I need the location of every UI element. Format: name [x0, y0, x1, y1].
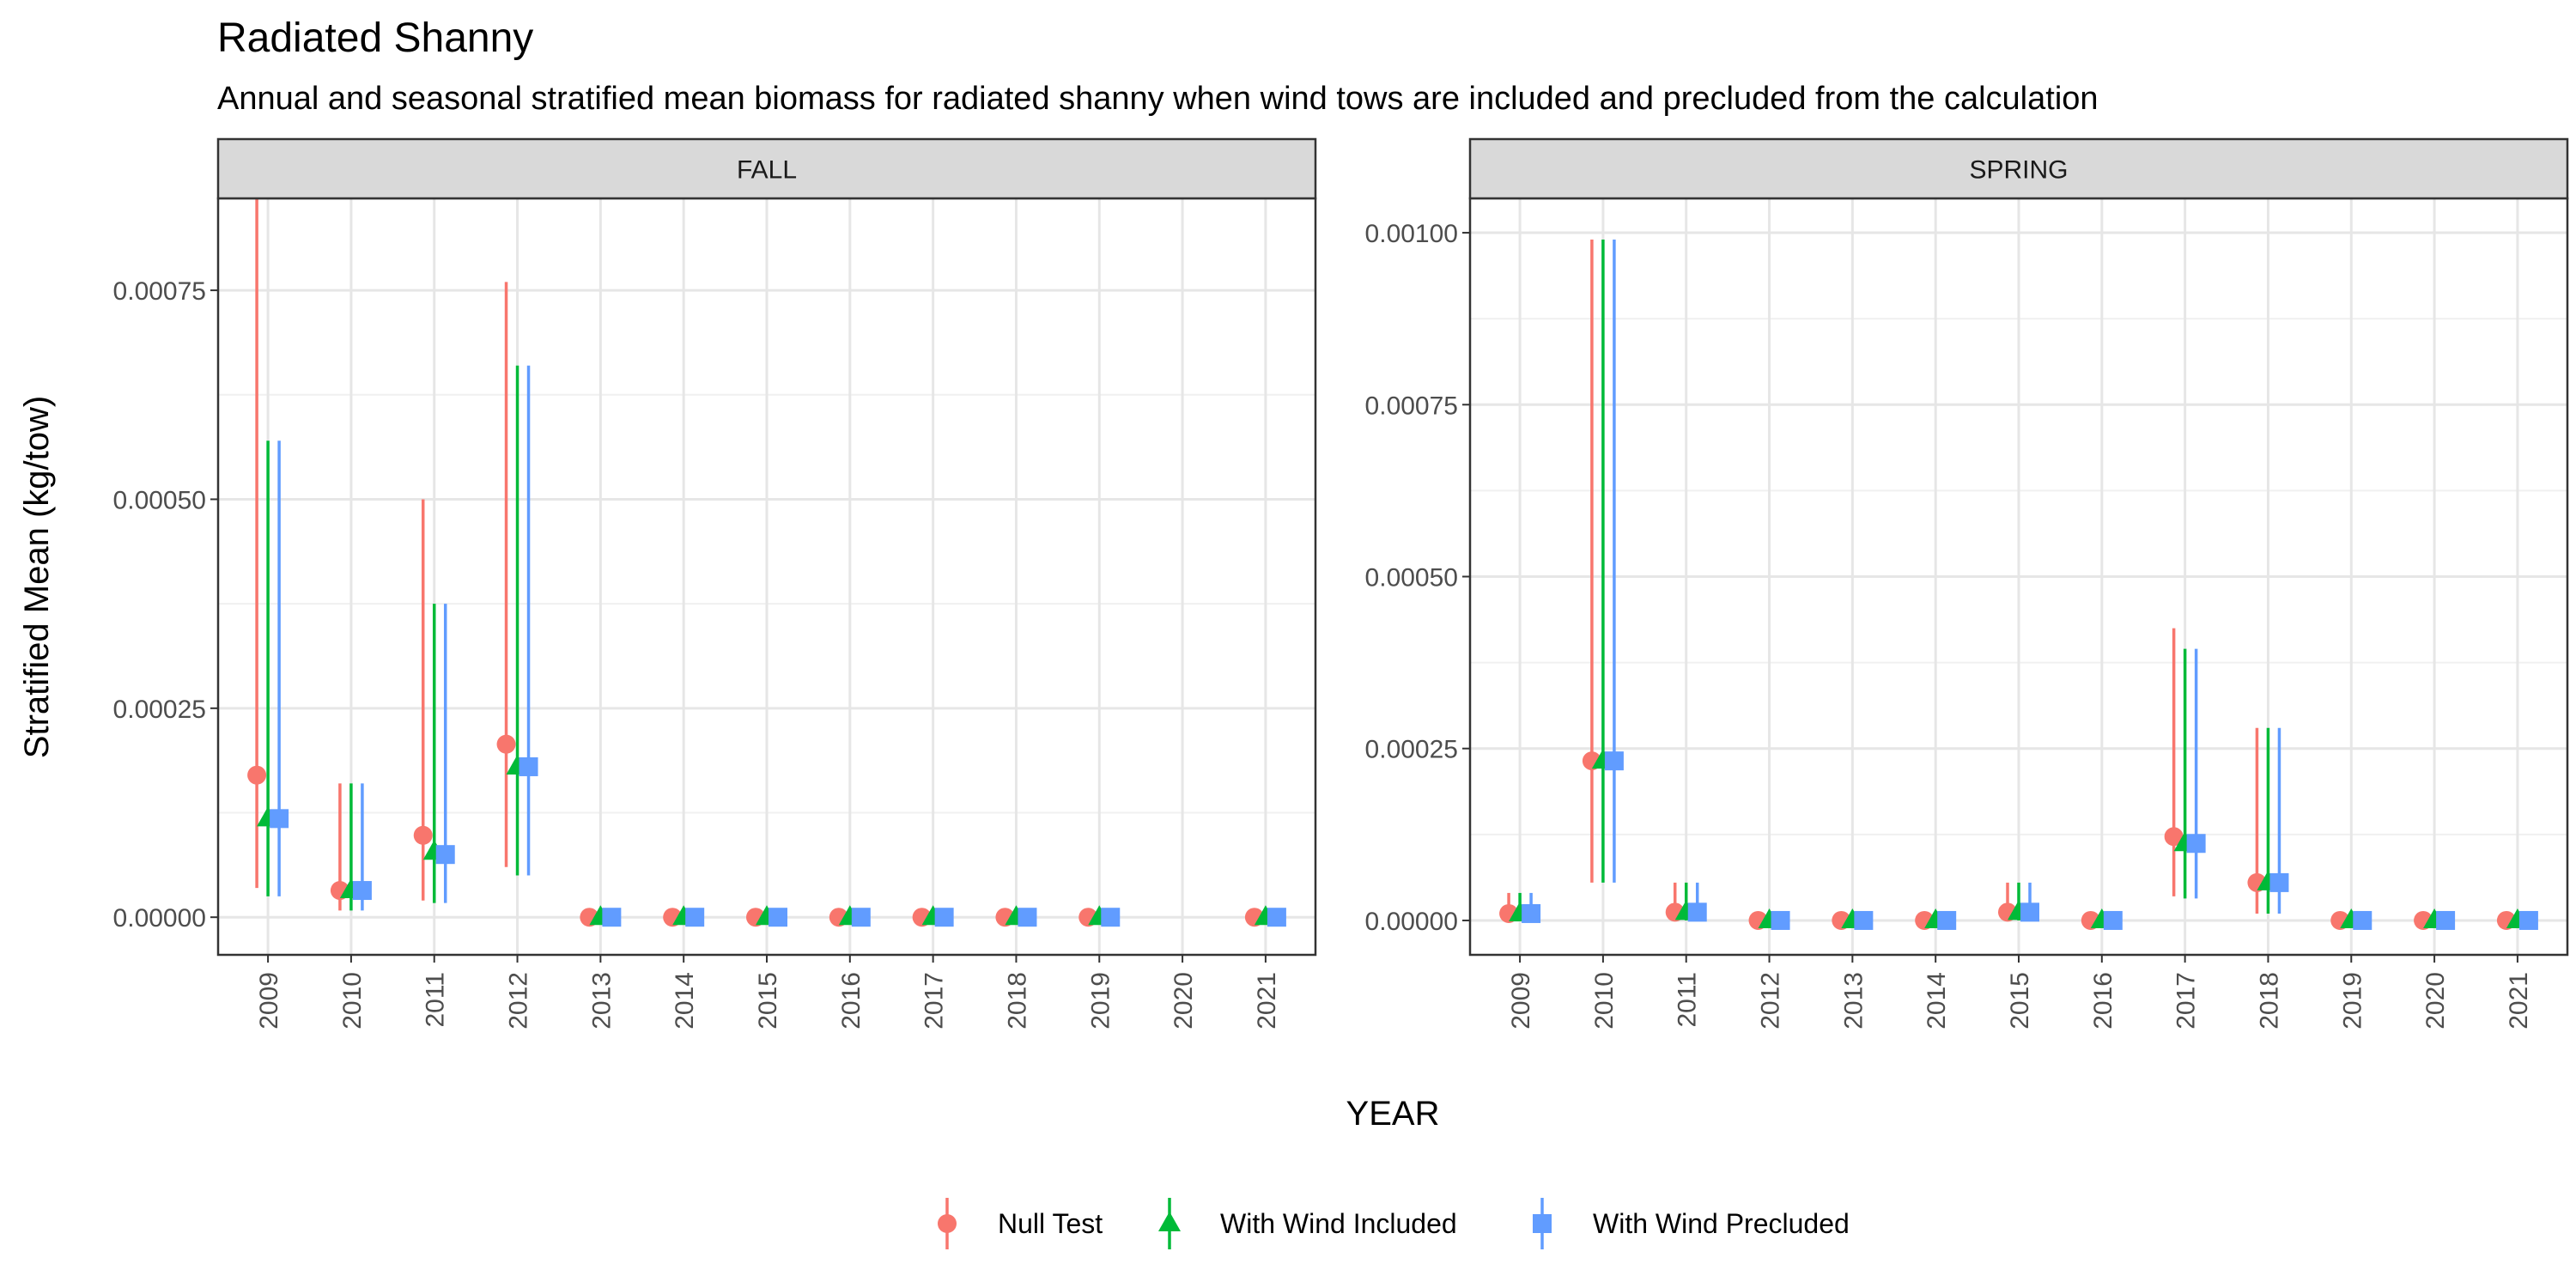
- data-point: [1687, 902, 1707, 922]
- tick-label-x: 2015: [2006, 972, 2034, 1030]
- data-point: [2518, 910, 2538, 930]
- tick-label-y: 0.00075: [1365, 392, 1458, 420]
- legend-label: Null Test: [998, 1208, 1103, 1239]
- tick-label-y: 0.00000: [1365, 908, 1458, 936]
- series-null-test: [247, 198, 1264, 927]
- data-point: [2436, 910, 2456, 930]
- facet-strip-label: SPRING: [1969, 156, 2068, 185]
- chart-subtitle: Annual and seasonal stratified mean biom…: [217, 81, 2099, 117]
- data-point: [1854, 910, 1874, 930]
- tick-label-x: 2018: [2255, 972, 2283, 1030]
- data-point: [519, 756, 538, 776]
- data-point: [769, 908, 787, 927]
- data-point: [1101, 908, 1121, 927]
- data-point: [247, 765, 267, 785]
- tick-label-x: 2010: [338, 972, 367, 1030]
- legend-key-marker: [1533, 1214, 1552, 1233]
- facet-strip-label: FALL: [737, 156, 797, 185]
- data-point: [602, 908, 622, 927]
- tick-label-x: 2020: [2421, 972, 2450, 1030]
- facet-spring: 0.00000 0.00025 0.00050 0.00075 0.00100 2009 2…: [1365, 137, 2569, 1030]
- data-point: [1522, 903, 1541, 923]
- tick-label-x: 2012: [1757, 972, 1785, 1030]
- data-point: [1937, 910, 1957, 930]
- tick-label-x: 2010: [1590, 972, 1619, 1030]
- tick-label-y: 0.00025: [113, 696, 206, 724]
- series-with-wind-precluded: [1522, 240, 2538, 930]
- tick-label-x: 2009: [1507, 972, 1535, 1030]
- tick-label-x: 2013: [1839, 972, 1868, 1030]
- data-point: [2269, 872, 2289, 892]
- data-point: [1771, 910, 1790, 930]
- tick-label-x: 2014: [671, 972, 699, 1030]
- data-point: [2353, 910, 2372, 930]
- tick-label-x: 2009: [255, 972, 283, 1030]
- series-with-wind-precluded: [270, 365, 1286, 927]
- legend-label: With Wind Included: [1220, 1208, 1457, 1239]
- legend-item-with-wind-precluded: With Wind Precluded: [1533, 1198, 1850, 1249]
- tick-label-y: 0.00050: [1365, 564, 1458, 592]
- tick-label-y: 0.00050: [113, 486, 206, 514]
- tick-label-x: 2021: [1253, 972, 1281, 1030]
- y-axis-title: Stratified Mean (kg/tow): [18, 396, 56, 758]
- data-point: [1018, 908, 1037, 927]
- tick-label-x: 2018: [1003, 972, 1031, 1030]
- tick-label-x: 2013: [587, 972, 616, 1030]
- tick-label-x: 2017: [920, 972, 949, 1030]
- tick-label-x: 2016: [837, 972, 866, 1030]
- data-point: [352, 881, 372, 901]
- tick-label-x: 2011: [1674, 972, 1702, 1028]
- tick-label-x: 2017: [2172, 972, 2201, 1030]
- tick-label-x: 2011: [422, 972, 450, 1028]
- tick-label-y: 0.00025: [1365, 736, 1458, 764]
- data-point: [851, 908, 871, 927]
- tick-label-y: 0.00000: [113, 904, 206, 933]
- facet-strip: [216, 137, 1317, 200]
- x-axis-title: YEAR: [1346, 1095, 1440, 1133]
- tick-label-x: 2021: [2505, 972, 2533, 1030]
- tick-label-x: 2014: [1923, 972, 1951, 1030]
- facet-panels: 0.00000 0.00025 0.00050 0.00075 2009 2010 2011…: [113, 137, 2569, 1030]
- data-point: [2164, 827, 2184, 847]
- data-point: [413, 825, 433, 845]
- data-point: [2103, 910, 2123, 930]
- tick-label-x: 2019: [1086, 972, 1115, 1030]
- legend-item-with-wind-included: With Wind Included: [1158, 1198, 1457, 1249]
- data-point: [2186, 834, 2206, 854]
- data-point: [685, 908, 705, 927]
- tick-label-y: 0.00100: [1365, 220, 1458, 248]
- tick-label-x: 2019: [2338, 972, 2366, 1030]
- facet-fall: 0.00000 0.00025 0.00050 0.00075 2009 2010 2011…: [113, 137, 1317, 1030]
- legend: Null Test With Wind Included With Wind Pre…: [938, 1198, 1850, 1249]
- tick-label-y: 0.00075: [113, 277, 206, 306]
- tick-label-x: 2020: [1170, 972, 1198, 1030]
- facet-strip: [1468, 137, 2569, 200]
- data-point: [496, 734, 516, 754]
- legend-key-marker: [938, 1214, 957, 1233]
- tick-label-x: 2015: [754, 972, 782, 1030]
- data-point: [435, 845, 455, 865]
- legend-item-null-test: Null Test: [938, 1198, 1103, 1249]
- tick-label-x: 2012: [505, 972, 533, 1030]
- data-point: [1267, 908, 1286, 927]
- data-point: [1604, 751, 1624, 771]
- tick-label-x: 2016: [2089, 972, 2117, 1030]
- legend-label: With Wind Precluded: [1593, 1208, 1850, 1239]
- data-point: [934, 908, 954, 927]
- data-point: [270, 809, 289, 829]
- data-point: [2020, 902, 2039, 922]
- series-null-test: [1499, 240, 2516, 930]
- chart-title: Radiated Shanny: [217, 15, 533, 61]
- legend-key-marker: [1158, 1212, 1181, 1231]
